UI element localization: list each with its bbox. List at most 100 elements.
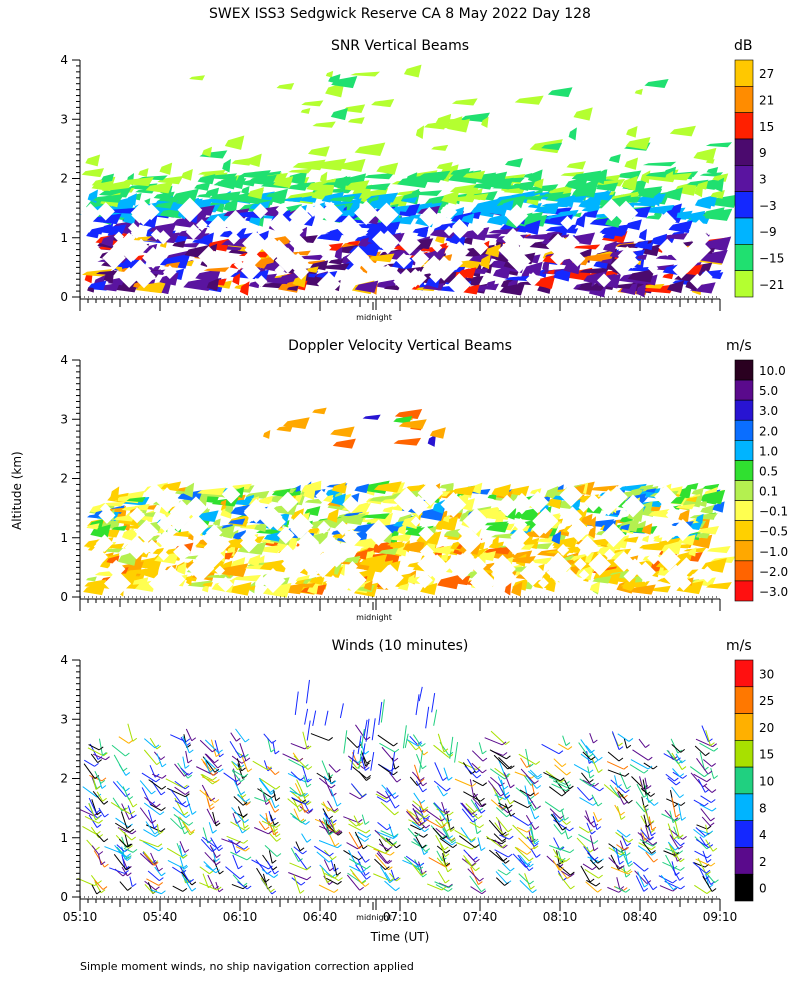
wind-barb (409, 776, 418, 786)
wind-barb-flag (159, 877, 164, 882)
snr-cell (534, 204, 560, 215)
wind-barb-flag (643, 887, 649, 892)
snr-gap (319, 201, 343, 226)
wind-barb-flag (307, 809, 313, 814)
wind-barb-flag (452, 844, 458, 849)
wind-barb (603, 784, 620, 798)
wind-barb-flag (422, 765, 427, 770)
colorbar-swatch (734, 713, 754, 741)
wind-barb (181, 874, 193, 892)
doppler-cell (83, 583, 106, 596)
wind-barb (635, 875, 645, 892)
snr-gap (550, 249, 567, 266)
wind-barb-flag (299, 847, 305, 852)
wind-barb-flag (423, 809, 429, 813)
wind-barb (174, 763, 185, 777)
doppler-cell (651, 585, 671, 593)
wind-barb (205, 753, 215, 764)
wind-barb (495, 877, 505, 886)
snr-cell (325, 82, 345, 98)
wind-barb-flag (215, 822, 221, 827)
wind-barb-flag (306, 876, 312, 881)
wind-barb-flag (394, 748, 400, 753)
wind-barb (377, 850, 389, 864)
snr-cell (481, 116, 489, 128)
wind-barb-flag (681, 817, 686, 821)
doppler-cell (429, 427, 446, 439)
wind-barb-flag (449, 811, 454, 816)
wind-barb-flag (132, 848, 138, 853)
wind-barb-flag (417, 863, 423, 868)
snr-cell (640, 170, 651, 184)
snr-cell (319, 171, 328, 184)
doppler-cell (176, 562, 187, 575)
snr-cell (101, 173, 115, 182)
wind-barb (323, 859, 331, 872)
wind-barb (611, 731, 620, 750)
wind-barb (520, 757, 528, 768)
wind-barb (497, 783, 507, 799)
wind-barb (324, 710, 329, 726)
wind-barb (230, 821, 246, 832)
doppler-gap (623, 570, 636, 583)
doppler-cell (337, 513, 366, 526)
wind-barb (268, 810, 273, 822)
wind-barb (199, 866, 210, 875)
snr-cell (81, 168, 105, 178)
wind-barb (637, 832, 654, 846)
wind-barb-flag (212, 748, 217, 753)
wind-barb (300, 789, 308, 805)
wind-barb-flag (424, 828, 429, 833)
wind-barb-flag (96, 830, 101, 835)
wind-barb-flag (714, 879, 719, 884)
colorbar-label: 25 (759, 694, 774, 708)
doppler-cell (443, 528, 462, 538)
doppler-gap (380, 564, 396, 581)
wind-barb-flag (471, 837, 477, 841)
doppler-cell (588, 525, 596, 539)
snr-cell (542, 191, 564, 199)
wind-barb (436, 808, 450, 816)
wind-barb (637, 871, 645, 888)
wind-barb (94, 881, 102, 893)
wind-barb (272, 741, 276, 755)
wind-barb (517, 854, 530, 871)
doppler-gap (462, 507, 490, 535)
wind-barb-flag (679, 876, 684, 881)
doppler-cell (653, 535, 660, 540)
wind-barb-flag (422, 782, 428, 787)
wind-barb (580, 739, 591, 754)
doppler-cell (342, 555, 361, 564)
wind-barb (699, 751, 705, 771)
wind-barb-flag (132, 803, 138, 808)
wind-barb-flag (364, 883, 370, 887)
doppler-cell (705, 582, 732, 590)
wind-barb (464, 859, 476, 872)
wind-barb-flag (507, 853, 513, 858)
wind-barb (662, 861, 681, 871)
colorbar-label: −3.0 (759, 585, 788, 599)
snr-cell (312, 121, 336, 128)
colorbar-label: 0 (759, 882, 767, 896)
wind-barb (289, 786, 302, 797)
wind-barb-flag (705, 752, 710, 757)
doppler-gap (260, 567, 286, 594)
wind-barb (367, 844, 386, 854)
wind-barb-flag (329, 831, 334, 836)
wind-barb (472, 779, 483, 787)
wind-barb-flag (681, 759, 686, 764)
wind-barb (439, 842, 446, 857)
wind-barb (312, 710, 317, 726)
wind-barb-flag (210, 806, 215, 811)
snr-cell (626, 126, 638, 138)
wind-barb (316, 851, 330, 863)
wind-barb (241, 816, 245, 829)
wind-barb (289, 862, 307, 871)
snr-cell (634, 88, 643, 95)
wind-barb-flag (528, 763, 534, 768)
wind-barb-flag (597, 859, 603, 864)
snr-gap (597, 273, 611, 288)
wind-barb (170, 817, 182, 830)
wind-barb-flag (334, 829, 340, 833)
wind-barb (204, 851, 217, 866)
